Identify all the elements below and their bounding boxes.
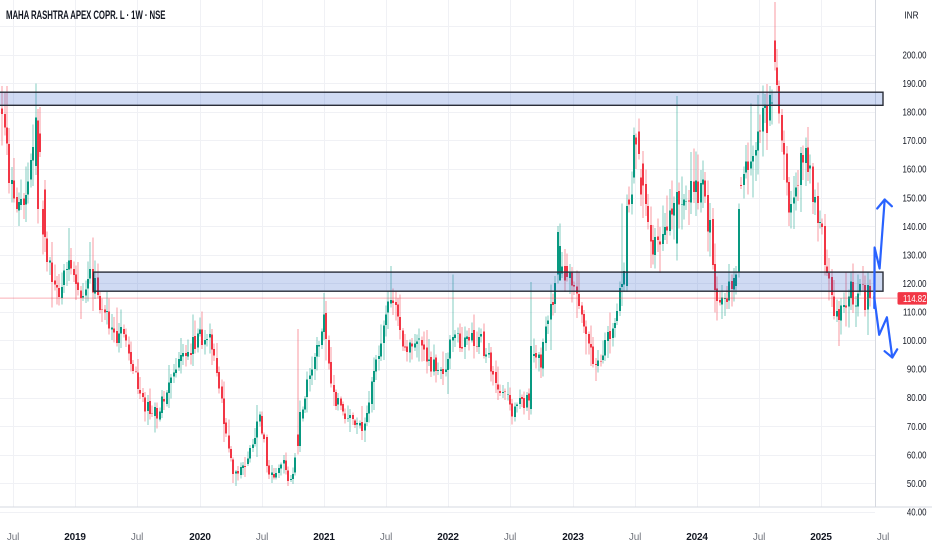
svg-text:Jul: Jul [7, 532, 19, 543]
svg-text:Jul: Jul [877, 532, 889, 543]
svg-text:100.00: 100.00 [902, 335, 926, 346]
svg-text:2019: 2019 [64, 532, 86, 543]
svg-text:MAHA RASHTRA APEX COPR. L · 1W: MAHA RASHTRA APEX COPR. L · 1W · NSE [6, 10, 166, 23]
svg-text:200.00: 200.00 [902, 49, 926, 60]
svg-text:Jul: Jul [131, 532, 143, 543]
svg-text:60.00: 60.00 [907, 449, 927, 460]
svg-text:50.00: 50.00 [907, 478, 927, 489]
svg-text:190.00: 190.00 [902, 78, 926, 89]
svg-text:70.00: 70.00 [907, 421, 927, 432]
svg-text:2024: 2024 [686, 532, 708, 543]
svg-text:INR: INR [904, 8, 918, 20]
svg-text:Jul: Jul [504, 532, 516, 543]
svg-text:2023: 2023 [562, 532, 584, 543]
svg-text:110.00: 110.00 [903, 306, 926, 317]
svg-text:40.00: 40.00 [907, 506, 927, 517]
svg-text:150.00: 150.00 [902, 192, 926, 203]
svg-text:Jul: Jul [256, 532, 268, 543]
svg-text:Jul: Jul [753, 532, 765, 543]
svg-text:180.00: 180.00 [902, 107, 926, 118]
svg-text:140.00: 140.00 [902, 221, 926, 232]
svg-text:120.00: 120.00 [902, 278, 926, 289]
svg-text:2022: 2022 [437, 532, 459, 543]
svg-text:Jul: Jul [380, 532, 392, 543]
svg-text:130.00: 130.00 [902, 249, 926, 260]
svg-text:80.00: 80.00 [907, 392, 927, 403]
svg-text:90.00: 90.00 [907, 364, 927, 375]
svg-text:114.82: 114.82 [903, 293, 926, 304]
svg-text:160.00: 160.00 [902, 164, 926, 175]
svg-text:2025: 2025 [810, 532, 832, 543]
svg-text:Jul: Jul [629, 532, 641, 543]
svg-text:2020: 2020 [189, 532, 211, 543]
svg-text:170.00: 170.00 [902, 135, 926, 146]
svg-text:2021: 2021 [313, 532, 335, 543]
